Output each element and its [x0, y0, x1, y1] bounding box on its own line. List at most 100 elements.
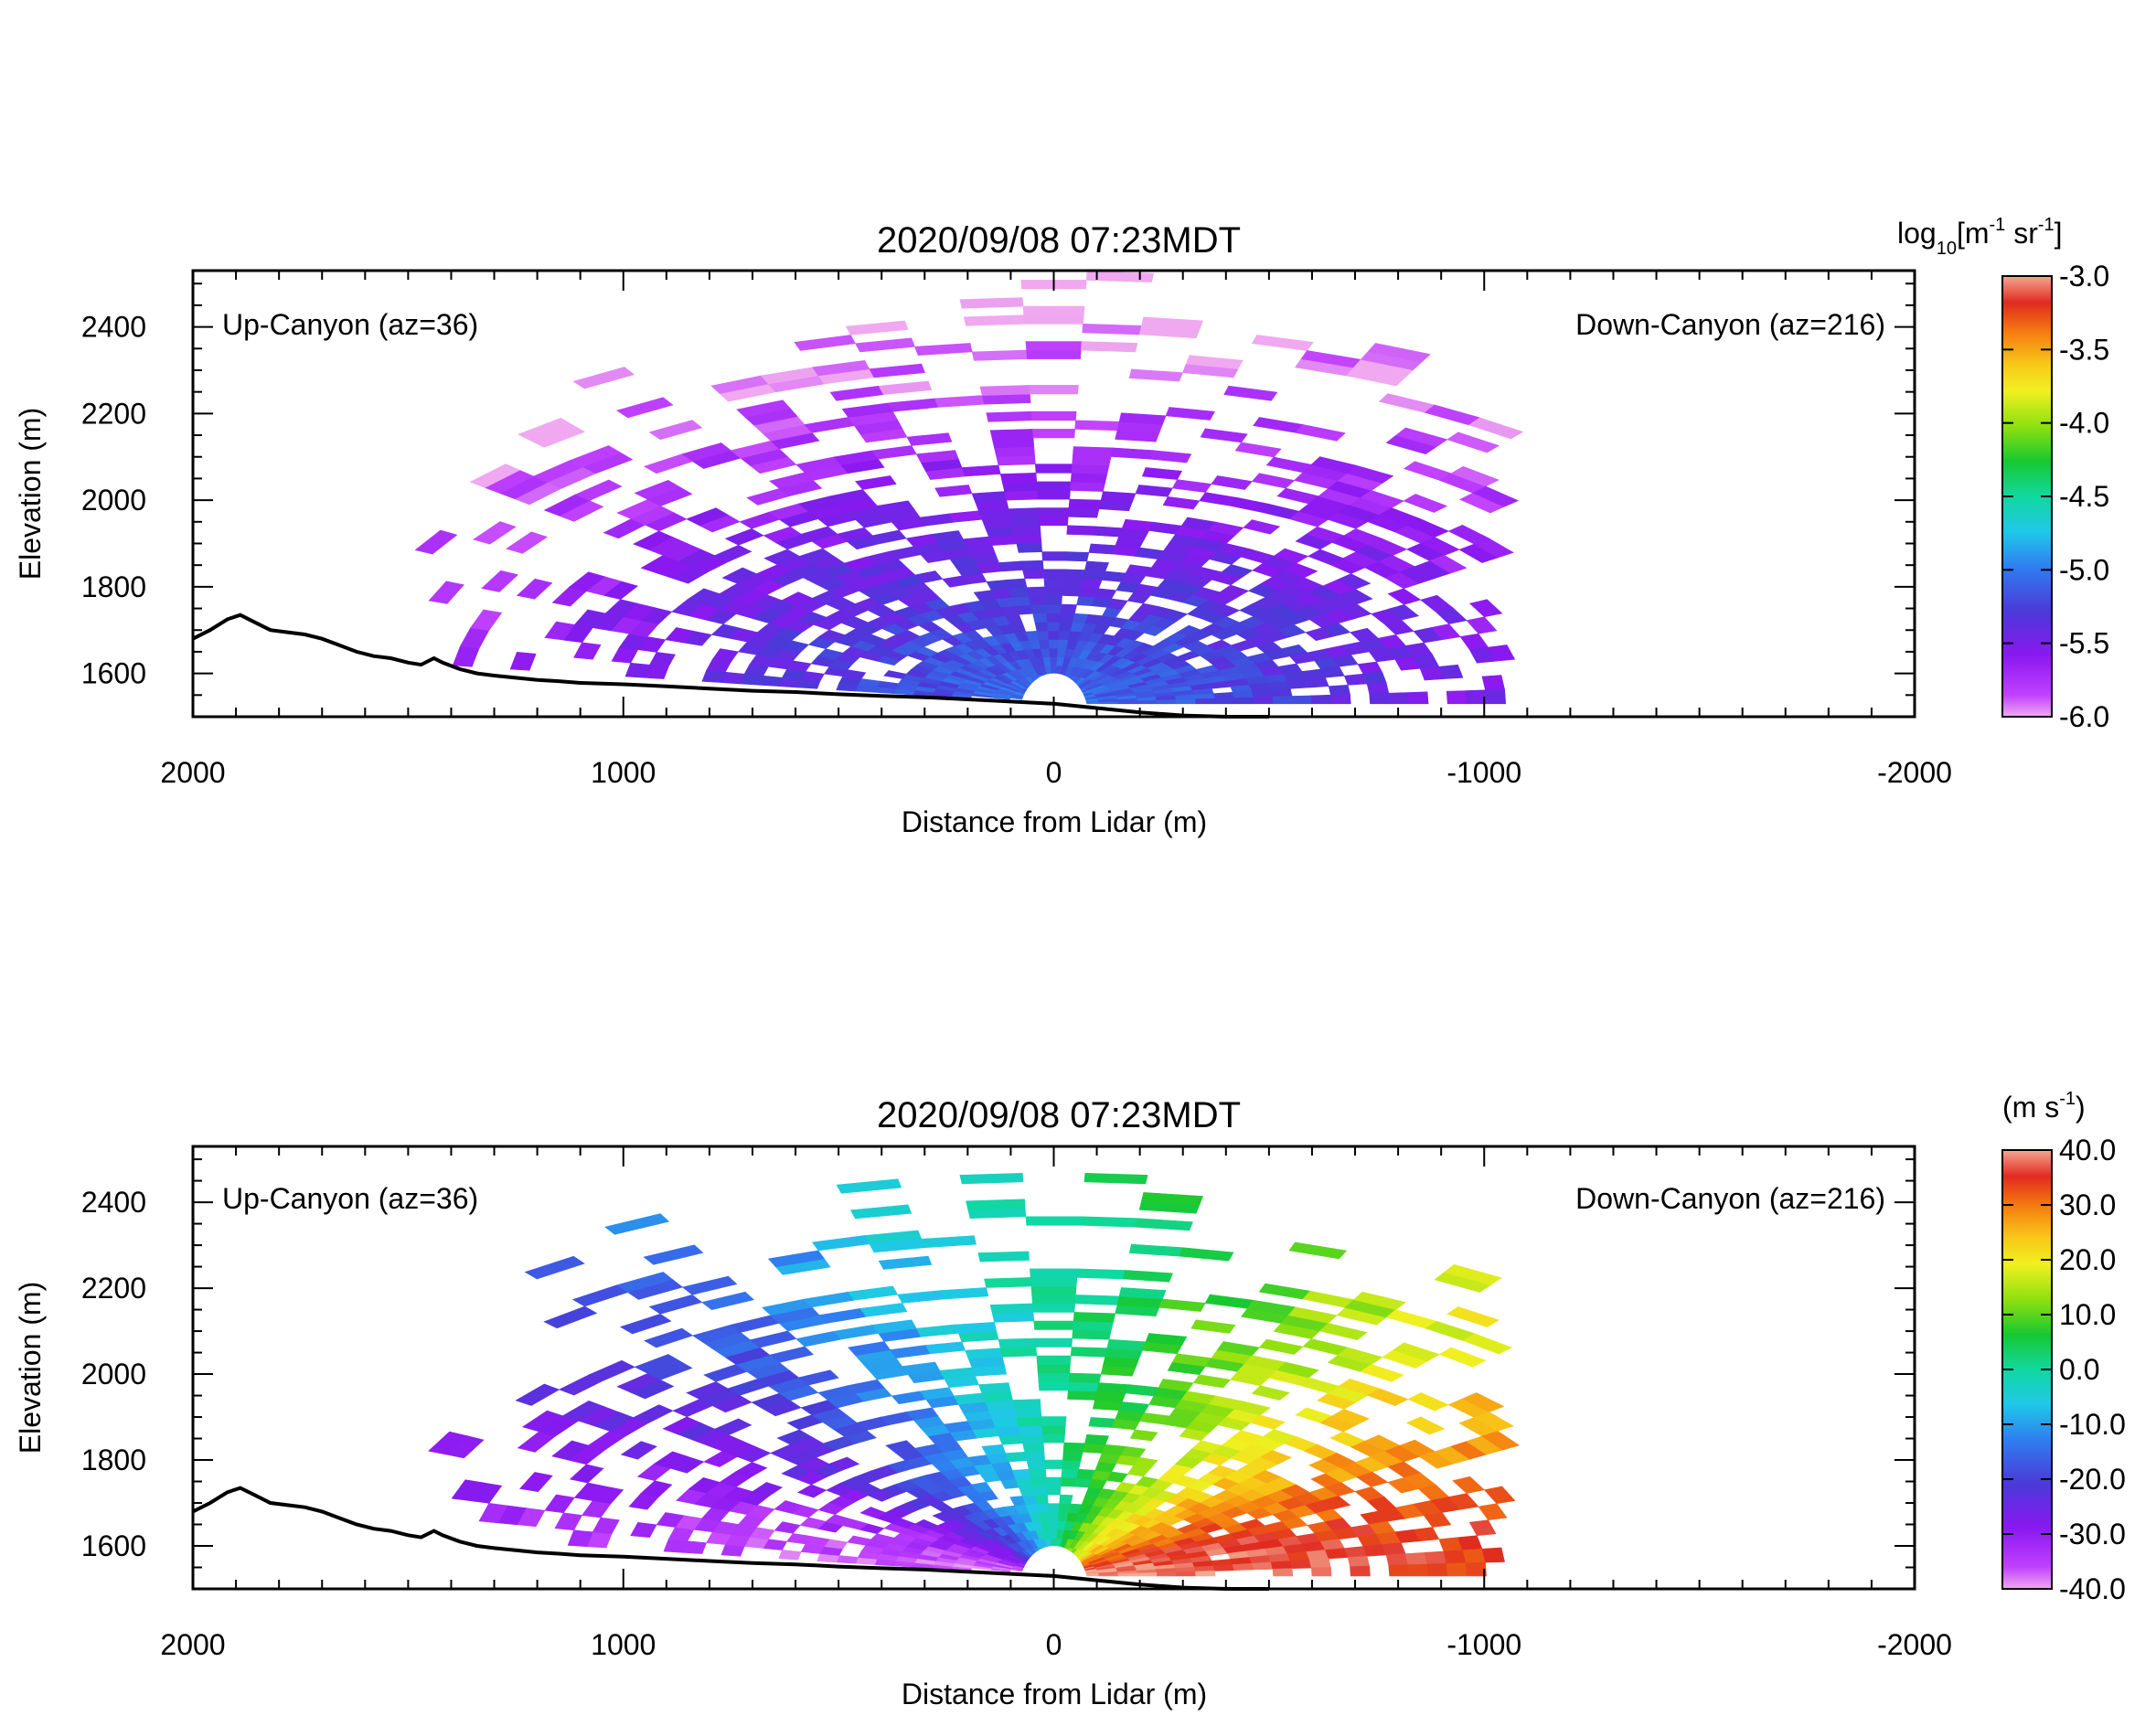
data-cell [887, 398, 939, 412]
data-cell [1019, 1486, 1036, 1497]
data-cell [1062, 1451, 1083, 1462]
data-cell [1060, 603, 1077, 614]
data-cell [991, 1312, 1035, 1323]
data-cell [1214, 698, 1235, 705]
data-cell [1022, 569, 1045, 580]
data-cell [1450, 465, 1500, 487]
data-cell [962, 536, 993, 549]
data-cell [1045, 603, 1062, 613]
data-cell [1310, 1567, 1332, 1577]
data-cell [1195, 1571, 1216, 1577]
x-tick-label: 1000 [591, 1628, 656, 1661]
data-cell [1243, 519, 1281, 535]
data-cell [902, 1361, 941, 1376]
backscatter-panel: 2020/09/08 07:23MDT 2000 1000 0 -1000 -2… [14, 215, 2109, 838]
data-cell [569, 1464, 604, 1484]
colorbar-tick-label: -10.0 [2059, 1408, 2126, 1441]
data-cell [620, 1441, 657, 1460]
data-cell [1468, 1519, 1497, 1537]
data-cell [848, 1285, 899, 1301]
data-cell [1424, 1550, 1447, 1565]
data-cell [959, 297, 1024, 309]
annotation-up-canyon: Up-Canyon (az=36) [222, 308, 478, 341]
colorbar-tick-label: -40.0 [2059, 1572, 2126, 1605]
data-cell [561, 1400, 605, 1422]
data-cell [1028, 595, 1047, 605]
data-cell [1080, 341, 1138, 353]
data-cell [640, 1480, 673, 1497]
data-cell [971, 349, 1028, 361]
data-cell [1258, 1283, 1311, 1300]
data-cell [847, 1535, 872, 1546]
data-cell [934, 395, 985, 408]
colorbar-tick-label: -3.5 [2059, 333, 2109, 366]
data-cell [648, 1294, 703, 1315]
data-cell [914, 1518, 939, 1530]
data-cell [1088, 543, 1116, 555]
data-cell [1272, 696, 1294, 705]
data-cell [1032, 1486, 1048, 1496]
data-cell [1310, 694, 1332, 705]
data-cell [1094, 588, 1117, 600]
data-cell [1233, 1401, 1271, 1416]
data-cell [1030, 1277, 1078, 1287]
colorbar-tick-label: 10.0 [2059, 1298, 2116, 1331]
data-cell [1387, 603, 1420, 621]
data-cell [897, 1290, 946, 1304]
data-cell [469, 463, 521, 488]
data-cell [592, 1517, 620, 1535]
data-cell [1070, 1347, 1108, 1358]
data-cell [1185, 355, 1243, 369]
data-cell [1321, 1496, 1351, 1510]
data-cell [849, 1204, 913, 1220]
data-cell [1076, 1268, 1126, 1280]
data-cell [836, 1555, 859, 1564]
data-cell [1034, 1494, 1049, 1505]
data-cell [1468, 599, 1503, 618]
data-cell [878, 380, 933, 395]
data-cell [1204, 1294, 1254, 1309]
data-cell [781, 591, 814, 607]
data-cell [604, 1213, 670, 1235]
data-cell [569, 445, 622, 468]
data-cell [795, 1330, 842, 1348]
data-cell [1022, 305, 1085, 315]
data-cell [1462, 1548, 1486, 1564]
annotation-up-canyon: Up-Canyon (az=36) [222, 1182, 478, 1215]
data-field [428, 1172, 1521, 1589]
data-cell [1404, 1551, 1428, 1566]
data-cell [774, 1521, 801, 1534]
data-cell [906, 432, 953, 446]
data-cell [859, 1507, 887, 1518]
data-cell [986, 410, 1032, 422]
data-cell [1276, 1361, 1319, 1379]
data-cell [643, 1327, 694, 1348]
data-cell [1232, 1562, 1254, 1572]
data-cell [1042, 1433, 1065, 1444]
data-cell [615, 1272, 674, 1293]
data-cell [1232, 690, 1254, 698]
data-cell [1096, 1382, 1130, 1394]
data-cell [1059, 1494, 1073, 1505]
data-cell [1048, 639, 1060, 649]
data-cell [1129, 1429, 1158, 1442]
data-cell [414, 529, 458, 555]
data-cell [1018, 1424, 1043, 1435]
data-cell [1060, 1476, 1077, 1487]
x-axis-label: Distance from Lidar (m) [902, 805, 1207, 838]
data-cell [836, 1178, 902, 1194]
data-cell [452, 645, 480, 667]
y-tick-label: 2000 [81, 1358, 146, 1390]
data-cell [1037, 1372, 1071, 1382]
data-cell [1024, 1451, 1045, 1462]
data-cell [630, 1521, 657, 1539]
data-cell [634, 479, 681, 500]
data-cell [855, 337, 915, 353]
data-cell [991, 437, 1035, 449]
data-cell [1407, 1392, 1450, 1412]
data-cell [1038, 639, 1051, 649]
data-cell [1062, 578, 1083, 588]
x-tick-label: -2000 [1877, 756, 1952, 789]
data-cell [921, 1235, 977, 1249]
